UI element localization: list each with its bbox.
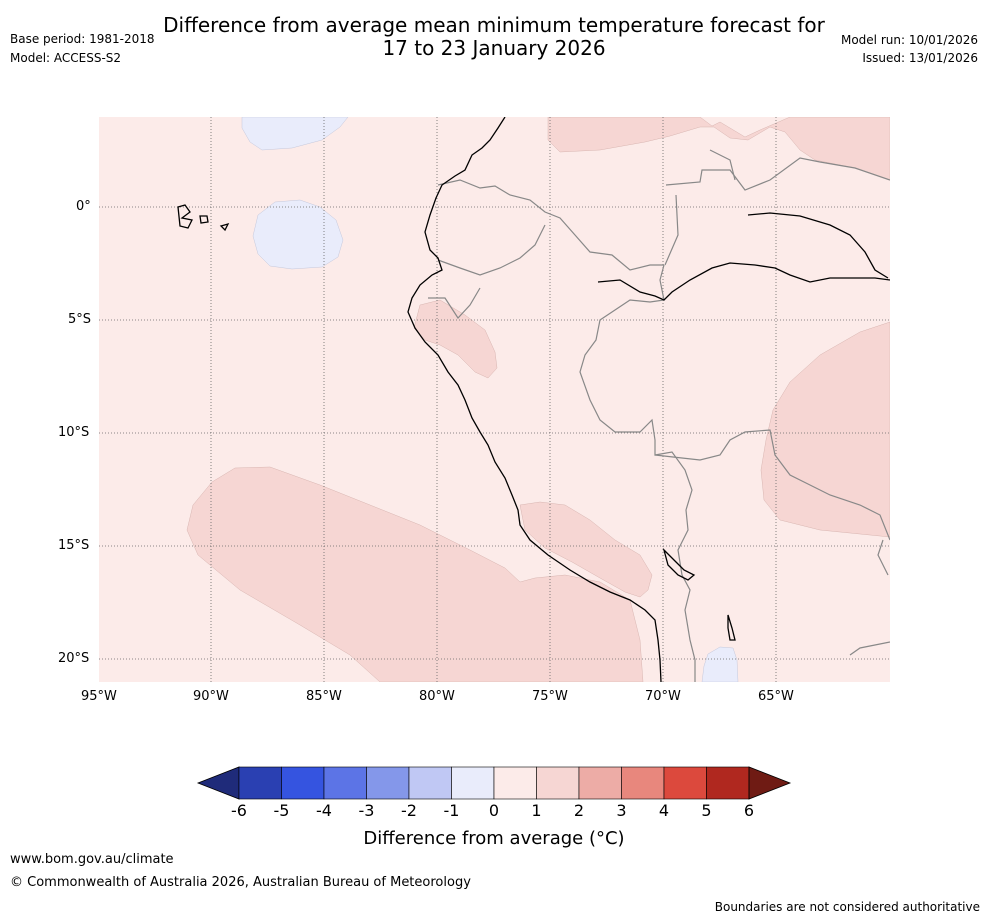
colorbar-extend-high [748, 766, 792, 800]
border-peru-brazil-bolivia [579, 264, 696, 682]
colorbar-segment [536, 766, 580, 800]
colorbar-tick-label: -2 [401, 801, 417, 820]
map-plot-area [99, 117, 890, 682]
lon-label-70w: 70°W [645, 689, 681, 704]
issued-text: Issued: 13/01/2026 [862, 51, 978, 65]
map-title-line-1: Difference from average mean minimum tem… [163, 13, 825, 37]
cool-anomaly-areas [241, 117, 739, 682]
colorbar-segment [493, 766, 537, 800]
lat-label-10s: 10°S [58, 425, 90, 440]
colorbar-tick-label: -6 [231, 801, 247, 820]
galapagos-island-large [177, 204, 193, 229]
border-east-fragment [877, 539, 889, 576]
colorbar-segment [578, 766, 622, 800]
colorbar-tick-label: 0 [488, 801, 500, 820]
colorbar-tick-label: 5 [701, 801, 712, 820]
border-colombia-brazil [664, 194, 679, 266]
border-paraguay [849, 641, 890, 656]
lake-titicaca [662, 547, 696, 581]
warm-area-peru-coast [413, 299, 498, 379]
lat-label-20s: 20°S [58, 651, 90, 666]
colorbar-segment [663, 766, 707, 800]
colorbar-tick-label: 4 [658, 801, 670, 820]
colorbar-segment [366, 766, 410, 800]
colorbar-tick-label: -3 [358, 801, 375, 820]
warm-area-east [760, 321, 890, 538]
cool-area-offshore [252, 199, 344, 270]
colorbar-segment [281, 766, 325, 800]
lon-label-65w: 65°W [758, 689, 794, 704]
lon-label-90w: 90°W [193, 689, 229, 704]
border-venezuela-colombia [709, 149, 736, 181]
colorbar-segment [621, 766, 665, 800]
colorbar-tick-label: 2 [573, 801, 585, 820]
lon-label-75w: 75°W [532, 689, 568, 704]
warm-area-south-peru [519, 501, 653, 598]
border-bolivia-brazil [654, 429, 890, 541]
amazon-north-bank [747, 212, 889, 279]
model-run-text: Model run: 10/01/2026 [840, 33, 978, 47]
pacific-coastline [407, 117, 662, 682]
colorbar-extend-low [196, 766, 240, 800]
colorbar-tick-label: 3 [616, 801, 627, 820]
map-title-line-2: 17 to 23 January 2026 [382, 36, 606, 60]
colorbar-label: Difference from average (°C) [363, 828, 625, 849]
colorbar-tick-label: -5 [273, 801, 290, 820]
lon-label-95w: 95°W [81, 689, 117, 704]
warm-anomaly-areas [186, 117, 890, 682]
salt-lake [727, 614, 736, 641]
graticule [99, 117, 890, 682]
border-venezuela-brazil [665, 157, 890, 191]
base-period-text: Base period: 1981-2018 [10, 32, 155, 46]
lon-label-80w: 80°W [419, 689, 455, 704]
colorbar-segment [238, 766, 282, 800]
galapagos-island-small-2 [219, 222, 230, 232]
colorbar-tick-label: -1 [443, 801, 460, 820]
colorbar-segment [706, 766, 750, 800]
copyright-text: © Commonwealth of Australia 2026, Austra… [10, 875, 471, 890]
colorbar-tick-label: 6 [743, 801, 755, 820]
country-borders [428, 149, 890, 682]
colorbar-tick-label: -4 [316, 801, 332, 820]
border-ecuador-peru-north [437, 224, 546, 276]
colorbar-segment [451, 766, 495, 800]
galapagos-island-small-1 [199, 215, 209, 224]
disclaimer-text: Boundaries are not considered authoritat… [714, 900, 980, 914]
border-ecuador-colombia-peru [437, 179, 664, 271]
amazon-river [597, 262, 890, 301]
lon-label-85w: 85°W [306, 689, 342, 704]
cool-area-south [701, 646, 739, 682]
website-text[interactable]: www.bom.gov.au/climate [10, 852, 174, 867]
warm-area-north [547, 117, 890, 181]
lat-label-15s: 15°S [58, 538, 90, 553]
lat-label-5s: 5°S [68, 312, 92, 327]
colorbar-tick-label: 1 [531, 801, 542, 820]
colorbar-segment [408, 766, 452, 800]
cool-area-north [241, 117, 349, 151]
colorbar [196, 766, 792, 800]
colorbar-segment [323, 766, 367, 800]
model-text: Model: ACCESS-S2 [10, 51, 122, 65]
border-ecuador-peru-south [428, 287, 481, 319]
lat-label-0: 0° [76, 199, 91, 214]
coastlines [177, 117, 890, 682]
